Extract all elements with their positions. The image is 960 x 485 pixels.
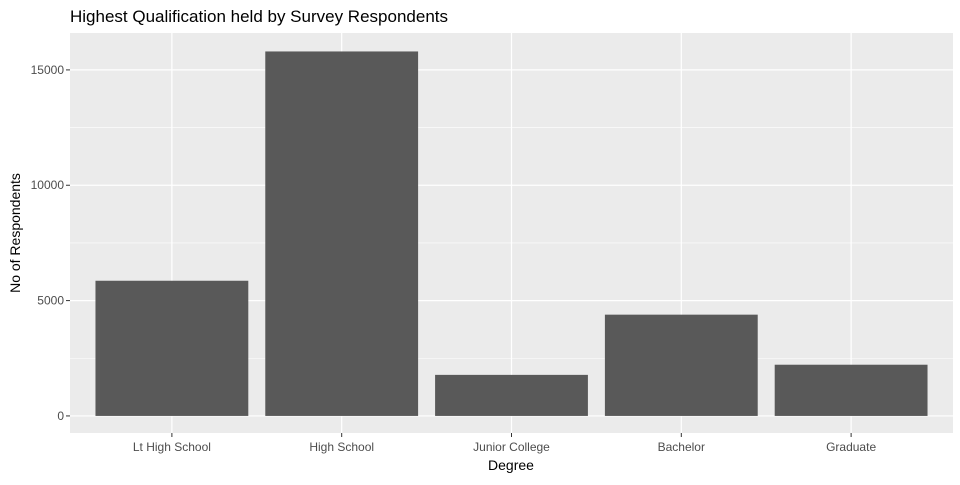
bar-junior-college [435, 374, 588, 416]
x-tick-label: Lt High School [133, 440, 211, 454]
bar-graduate [774, 364, 928, 416]
x-axis-title: Degree [488, 457, 534, 473]
bar-high-school [265, 51, 419, 416]
x-tick-label: High School [309, 440, 374, 454]
axes: 0 5000 10000 15000 Lt High School High School… [31, 63, 877, 454]
y-axis-title: No of Respondents [7, 173, 23, 293]
y-tick-label: 15000 [31, 63, 65, 77]
bars [95, 51, 928, 416]
x-tick-label: Junior College [473, 440, 550, 454]
x-tick-label: Graduate [826, 440, 876, 454]
bar-bachelor [604, 314, 758, 416]
y-tick-label: 10000 [31, 178, 65, 192]
bar-lt-high-school [95, 280, 249, 416]
x-tick-label: Bachelor [658, 440, 705, 454]
y-tick-label: 0 [57, 409, 64, 423]
chart-title: Highest Qualification held by Survey Res… [70, 7, 448, 26]
y-tick-label: 5000 [37, 294, 64, 308]
